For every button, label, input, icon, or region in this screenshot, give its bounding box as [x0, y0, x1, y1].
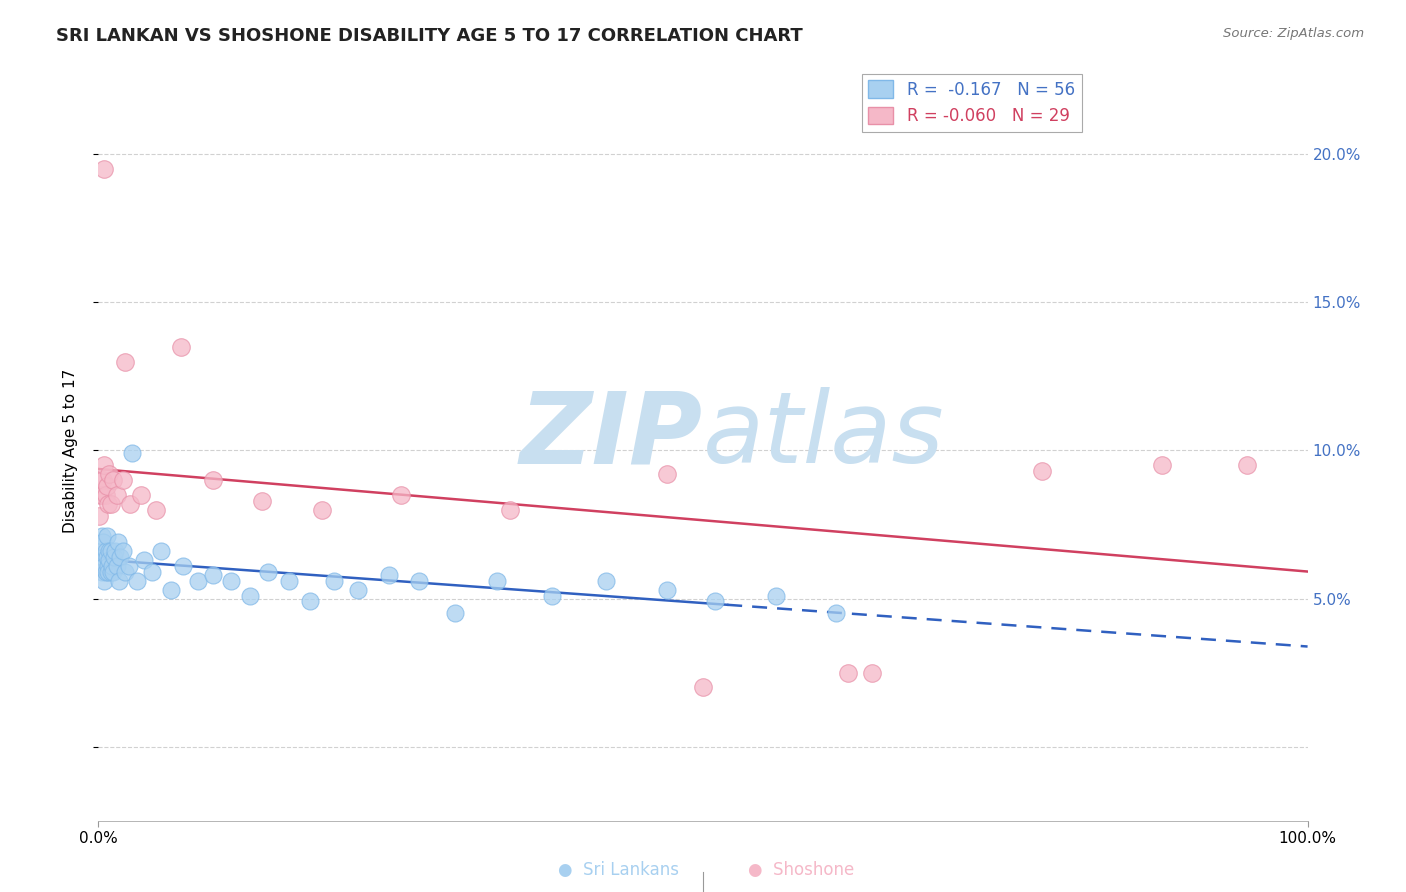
Point — [90, 558, 112, 573]
Point — [1236, 458, 1258, 473]
Point — [444, 607, 467, 621]
Text: ●  Sri Lankans: ● Sri Lankans — [558, 861, 679, 879]
Point — [103, 550, 125, 565]
Point — [239, 589, 262, 603]
Point — [89, 488, 111, 502]
Point — [837, 665, 859, 680]
Point — [1152, 458, 1174, 473]
Point — [91, 535, 114, 549]
Point — [498, 502, 520, 516]
Point — [408, 574, 430, 588]
Point — [655, 467, 678, 482]
Point — [127, 574, 149, 588]
Point — [91, 565, 114, 579]
Point — [111, 544, 134, 558]
Point — [97, 558, 120, 573]
Point — [89, 553, 111, 567]
Point — [96, 550, 118, 565]
Point — [118, 558, 141, 573]
Point — [150, 544, 173, 558]
Point — [141, 565, 163, 579]
Point — [100, 565, 122, 579]
Point — [91, 529, 114, 543]
Text: SRI LANKAN VS SHOSHONE DISABILITY AGE 5 TO 17 CORRELATION CHART: SRI LANKAN VS SHOSHONE DISABILITY AGE 5 … — [56, 27, 803, 45]
Point — [90, 544, 112, 558]
Point — [595, 574, 617, 588]
Point — [94, 544, 117, 558]
Point — [118, 497, 141, 511]
Point — [145, 502, 167, 516]
Point — [93, 558, 115, 573]
Point — [93, 458, 115, 473]
Point — [129, 488, 152, 502]
Point — [765, 589, 787, 603]
Point — [93, 162, 115, 177]
Point — [347, 582, 370, 597]
Point — [98, 467, 121, 482]
Point — [221, 574, 243, 588]
Y-axis label: Disability Age 5 to 17: Disability Age 5 to 17 — [63, 368, 77, 533]
Point — [108, 574, 131, 588]
Point — [114, 565, 136, 579]
Point — [202, 473, 225, 487]
Text: ●  Shoshone: ● Shoshone — [748, 861, 855, 879]
Point — [96, 479, 118, 493]
Point — [97, 497, 120, 511]
Point — [101, 473, 124, 487]
Point — [97, 565, 120, 579]
Point — [114, 354, 136, 368]
Text: Source: ZipAtlas.com: Source: ZipAtlas.com — [1223, 27, 1364, 40]
Point — [202, 567, 225, 582]
Point — [93, 574, 115, 588]
Point — [860, 665, 883, 680]
Point — [389, 488, 412, 502]
Point — [134, 553, 156, 567]
Text: atlas: atlas — [703, 387, 945, 484]
Legend: R =  -0.167   N = 56, R = -0.060   N = 29: R = -0.167 N = 56, R = -0.060 N = 29 — [862, 74, 1081, 132]
Point — [311, 502, 333, 516]
Point — [323, 574, 346, 588]
Point — [187, 574, 209, 588]
Point — [278, 574, 301, 588]
Point — [96, 529, 118, 543]
Point — [172, 558, 194, 573]
Point — [704, 594, 727, 608]
Text: ZIP: ZIP — [520, 387, 703, 484]
Point — [91, 550, 114, 565]
Point — [121, 446, 143, 460]
Point — [655, 582, 678, 597]
Point — [94, 565, 117, 579]
Point — [108, 550, 131, 565]
Point — [104, 544, 127, 558]
Point — [94, 488, 117, 502]
Point — [1031, 464, 1053, 478]
Point — [87, 508, 110, 523]
Point — [100, 544, 122, 558]
Point — [540, 589, 562, 603]
Point — [825, 607, 848, 621]
Point — [486, 574, 509, 588]
Point — [98, 553, 121, 567]
Point — [111, 473, 134, 487]
Point — [98, 544, 121, 558]
Point — [90, 473, 112, 487]
Point — [160, 582, 183, 597]
Point — [100, 558, 122, 573]
Point — [169, 340, 191, 354]
Point — [91, 473, 114, 487]
Point — [105, 558, 128, 573]
Point — [107, 535, 129, 549]
Point — [692, 681, 714, 695]
Point — [377, 567, 399, 582]
Point — [250, 493, 273, 508]
Point — [100, 497, 122, 511]
Point — [299, 594, 322, 608]
Point — [105, 488, 128, 502]
Point — [91, 488, 114, 502]
Point — [256, 565, 278, 579]
Point — [101, 565, 124, 579]
